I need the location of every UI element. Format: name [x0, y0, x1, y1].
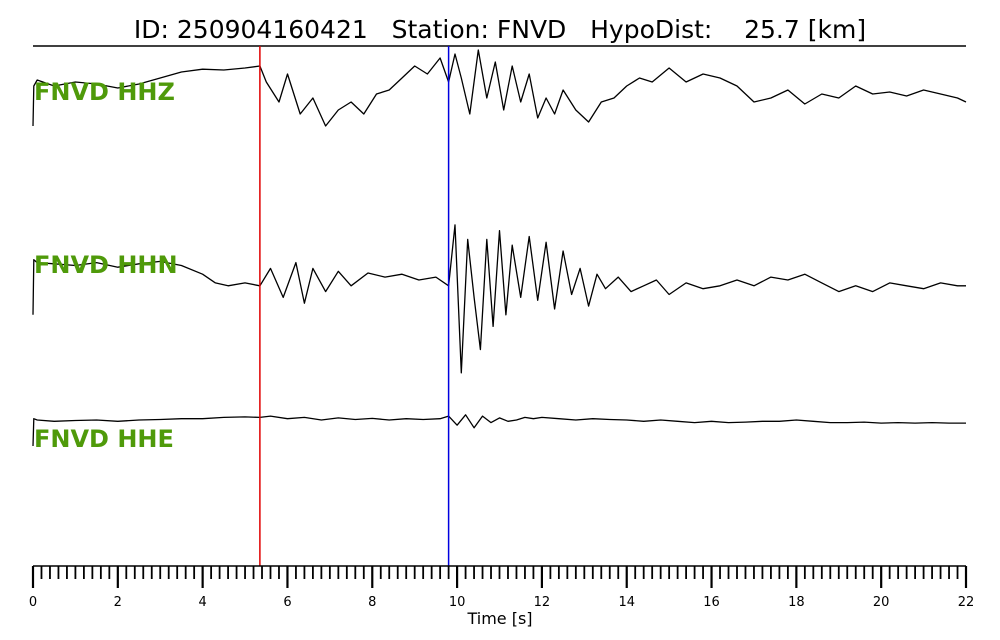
x-tick-label: 8	[368, 595, 376, 610]
x-axis-label: Time [s]	[466, 609, 532, 628]
traces-layer	[32, 49, 967, 447]
x-tick-label: 2	[114, 595, 122, 610]
x-tick-label: 16	[703, 595, 720, 610]
x-tick-label: 18	[788, 595, 805, 610]
x-tick-label: 12	[534, 595, 551, 610]
x-tick-label: 0	[29, 595, 37, 610]
trace-labels-layer: FNVD HHZ FNVD HHN FNVD HHE	[34, 78, 178, 453]
phase-picks-layer	[259, 46, 450, 566]
x-tick-label: 22	[958, 595, 975, 610]
x-tick-label: 14	[618, 595, 635, 610]
x-tick-label: 4	[198, 595, 206, 610]
x-tick-label: 10	[449, 595, 466, 610]
trace-fnvd-hhe	[32, 414, 966, 447]
x-axis: 0 2 4 6 8 10 12 14 16 18 20 22	[29, 565, 975, 610]
trace-fnvd-hhz	[32, 49, 967, 127]
trace-label: FNVD HHE	[34, 425, 174, 453]
trace-fnvd-hhn	[32, 224, 966, 374]
trace-label: FNVD HHZ	[34, 78, 175, 106]
trace-label: FNVD HHN	[34, 251, 178, 279]
x-tick-label: 20	[873, 595, 890, 610]
x-tick-label: 6	[283, 595, 291, 610]
chart-title: ID: 250904160421 Station: FNVD HypoDist:…	[134, 15, 866, 44]
